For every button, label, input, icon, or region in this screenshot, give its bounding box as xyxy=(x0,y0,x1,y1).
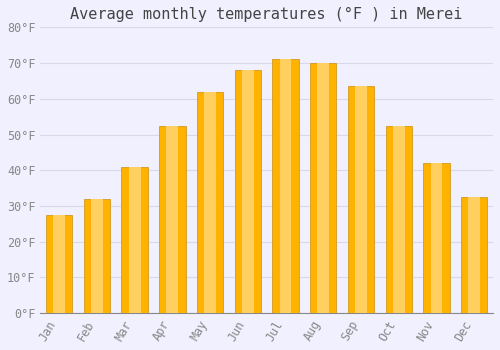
Bar xyxy=(355,86,367,313)
Bar xyxy=(91,199,103,313)
Bar xyxy=(461,197,487,313)
Bar xyxy=(242,70,254,313)
Bar xyxy=(204,92,216,313)
Bar xyxy=(122,167,148,313)
Bar xyxy=(318,63,329,313)
Bar xyxy=(393,126,404,313)
Bar xyxy=(197,92,224,313)
Bar xyxy=(128,167,140,313)
Bar xyxy=(234,70,261,313)
Bar xyxy=(430,163,442,313)
Bar xyxy=(46,215,72,313)
Title: Average monthly temperatures (°F ) in Merei: Average monthly temperatures (°F ) in Me… xyxy=(70,7,463,22)
Bar xyxy=(310,63,336,313)
Bar xyxy=(166,126,178,313)
Bar xyxy=(424,163,450,313)
Bar xyxy=(280,60,291,313)
Bar xyxy=(386,126,412,313)
Bar xyxy=(159,126,186,313)
Bar xyxy=(53,215,65,313)
Bar xyxy=(84,199,110,313)
Bar xyxy=(468,197,480,313)
Bar xyxy=(272,60,299,313)
Bar xyxy=(348,86,374,313)
